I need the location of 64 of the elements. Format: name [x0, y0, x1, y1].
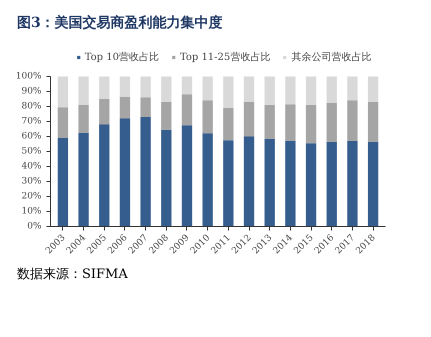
- bar: [58, 76, 68, 108]
- bar: [161, 102, 172, 130]
- bar: [140, 76, 151, 98]
- bar: [244, 76, 254, 102]
- y-tick-label: 10%: [21, 206, 42, 216]
- bar: [326, 76, 337, 103]
- bar: [285, 141, 296, 226]
- source-note: 数据来源：SIFMA: [17, 266, 128, 284]
- bar: [140, 117, 151, 226]
- legend-label: Top 11-25营收占比: [180, 50, 270, 64]
- bar: [264, 76, 275, 105]
- bar: [306, 105, 316, 144]
- y-tick-label: 40%: [21, 162, 42, 172]
- bar: [202, 76, 213, 100]
- bar: [368, 102, 378, 142]
- bar: [120, 118, 130, 226]
- bar: [368, 76, 378, 102]
- bar: [326, 142, 337, 226]
- bar: [78, 76, 89, 105]
- bar: [202, 100, 213, 134]
- bar: [368, 142, 378, 226]
- bar: [347, 100, 358, 141]
- bar: [244, 136, 254, 226]
- bar: [78, 132, 89, 226]
- bar: [202, 134, 213, 226]
- bar: [161, 130, 172, 226]
- bar: [120, 96, 130, 118]
- bar: [306, 143, 316, 226]
- y-tick-label: 0%: [27, 222, 42, 232]
- bar: [264, 138, 275, 226]
- bar: [78, 105, 89, 133]
- bar: [99, 99, 110, 124]
- bar: [140, 98, 151, 117]
- bar: [223, 108, 234, 140]
- bar: [223, 76, 234, 108]
- bar: [347, 76, 358, 100]
- y-tick-label: 50%: [21, 146, 42, 156]
- y-tick-label: 30%: [21, 176, 42, 186]
- bar: [99, 76, 110, 99]
- bar: [244, 102, 254, 136]
- bar: [182, 94, 192, 126]
- bar: [99, 124, 110, 226]
- bar: [306, 76, 316, 105]
- chart-title: 图3：美国交易商盈利能力集中度: [17, 14, 223, 33]
- bar: [285, 76, 296, 104]
- bar: [120, 76, 130, 97]
- bar: [182, 76, 192, 94]
- y-tick-label: 100%: [16, 72, 42, 82]
- y-tick-label: 90%: [21, 86, 42, 96]
- bar: [223, 140, 234, 226]
- bar: [347, 141, 358, 226]
- legend-label: Top 10营收占比: [84, 50, 159, 64]
- y-tick-label: 60%: [21, 132, 42, 142]
- y-tick-label: 70%: [21, 116, 42, 126]
- legend-label: 其余公司营收占比: [291, 50, 372, 64]
- bar: [326, 102, 337, 142]
- y-tick-label: 20%: [21, 192, 42, 202]
- bar: [182, 125, 192, 226]
- bar: [264, 105, 275, 139]
- bar: [161, 76, 172, 102]
- y-tick-label: 80%: [21, 102, 42, 112]
- bar: [58, 107, 68, 138]
- bar: [285, 104, 296, 141]
- bar: [58, 138, 68, 226]
